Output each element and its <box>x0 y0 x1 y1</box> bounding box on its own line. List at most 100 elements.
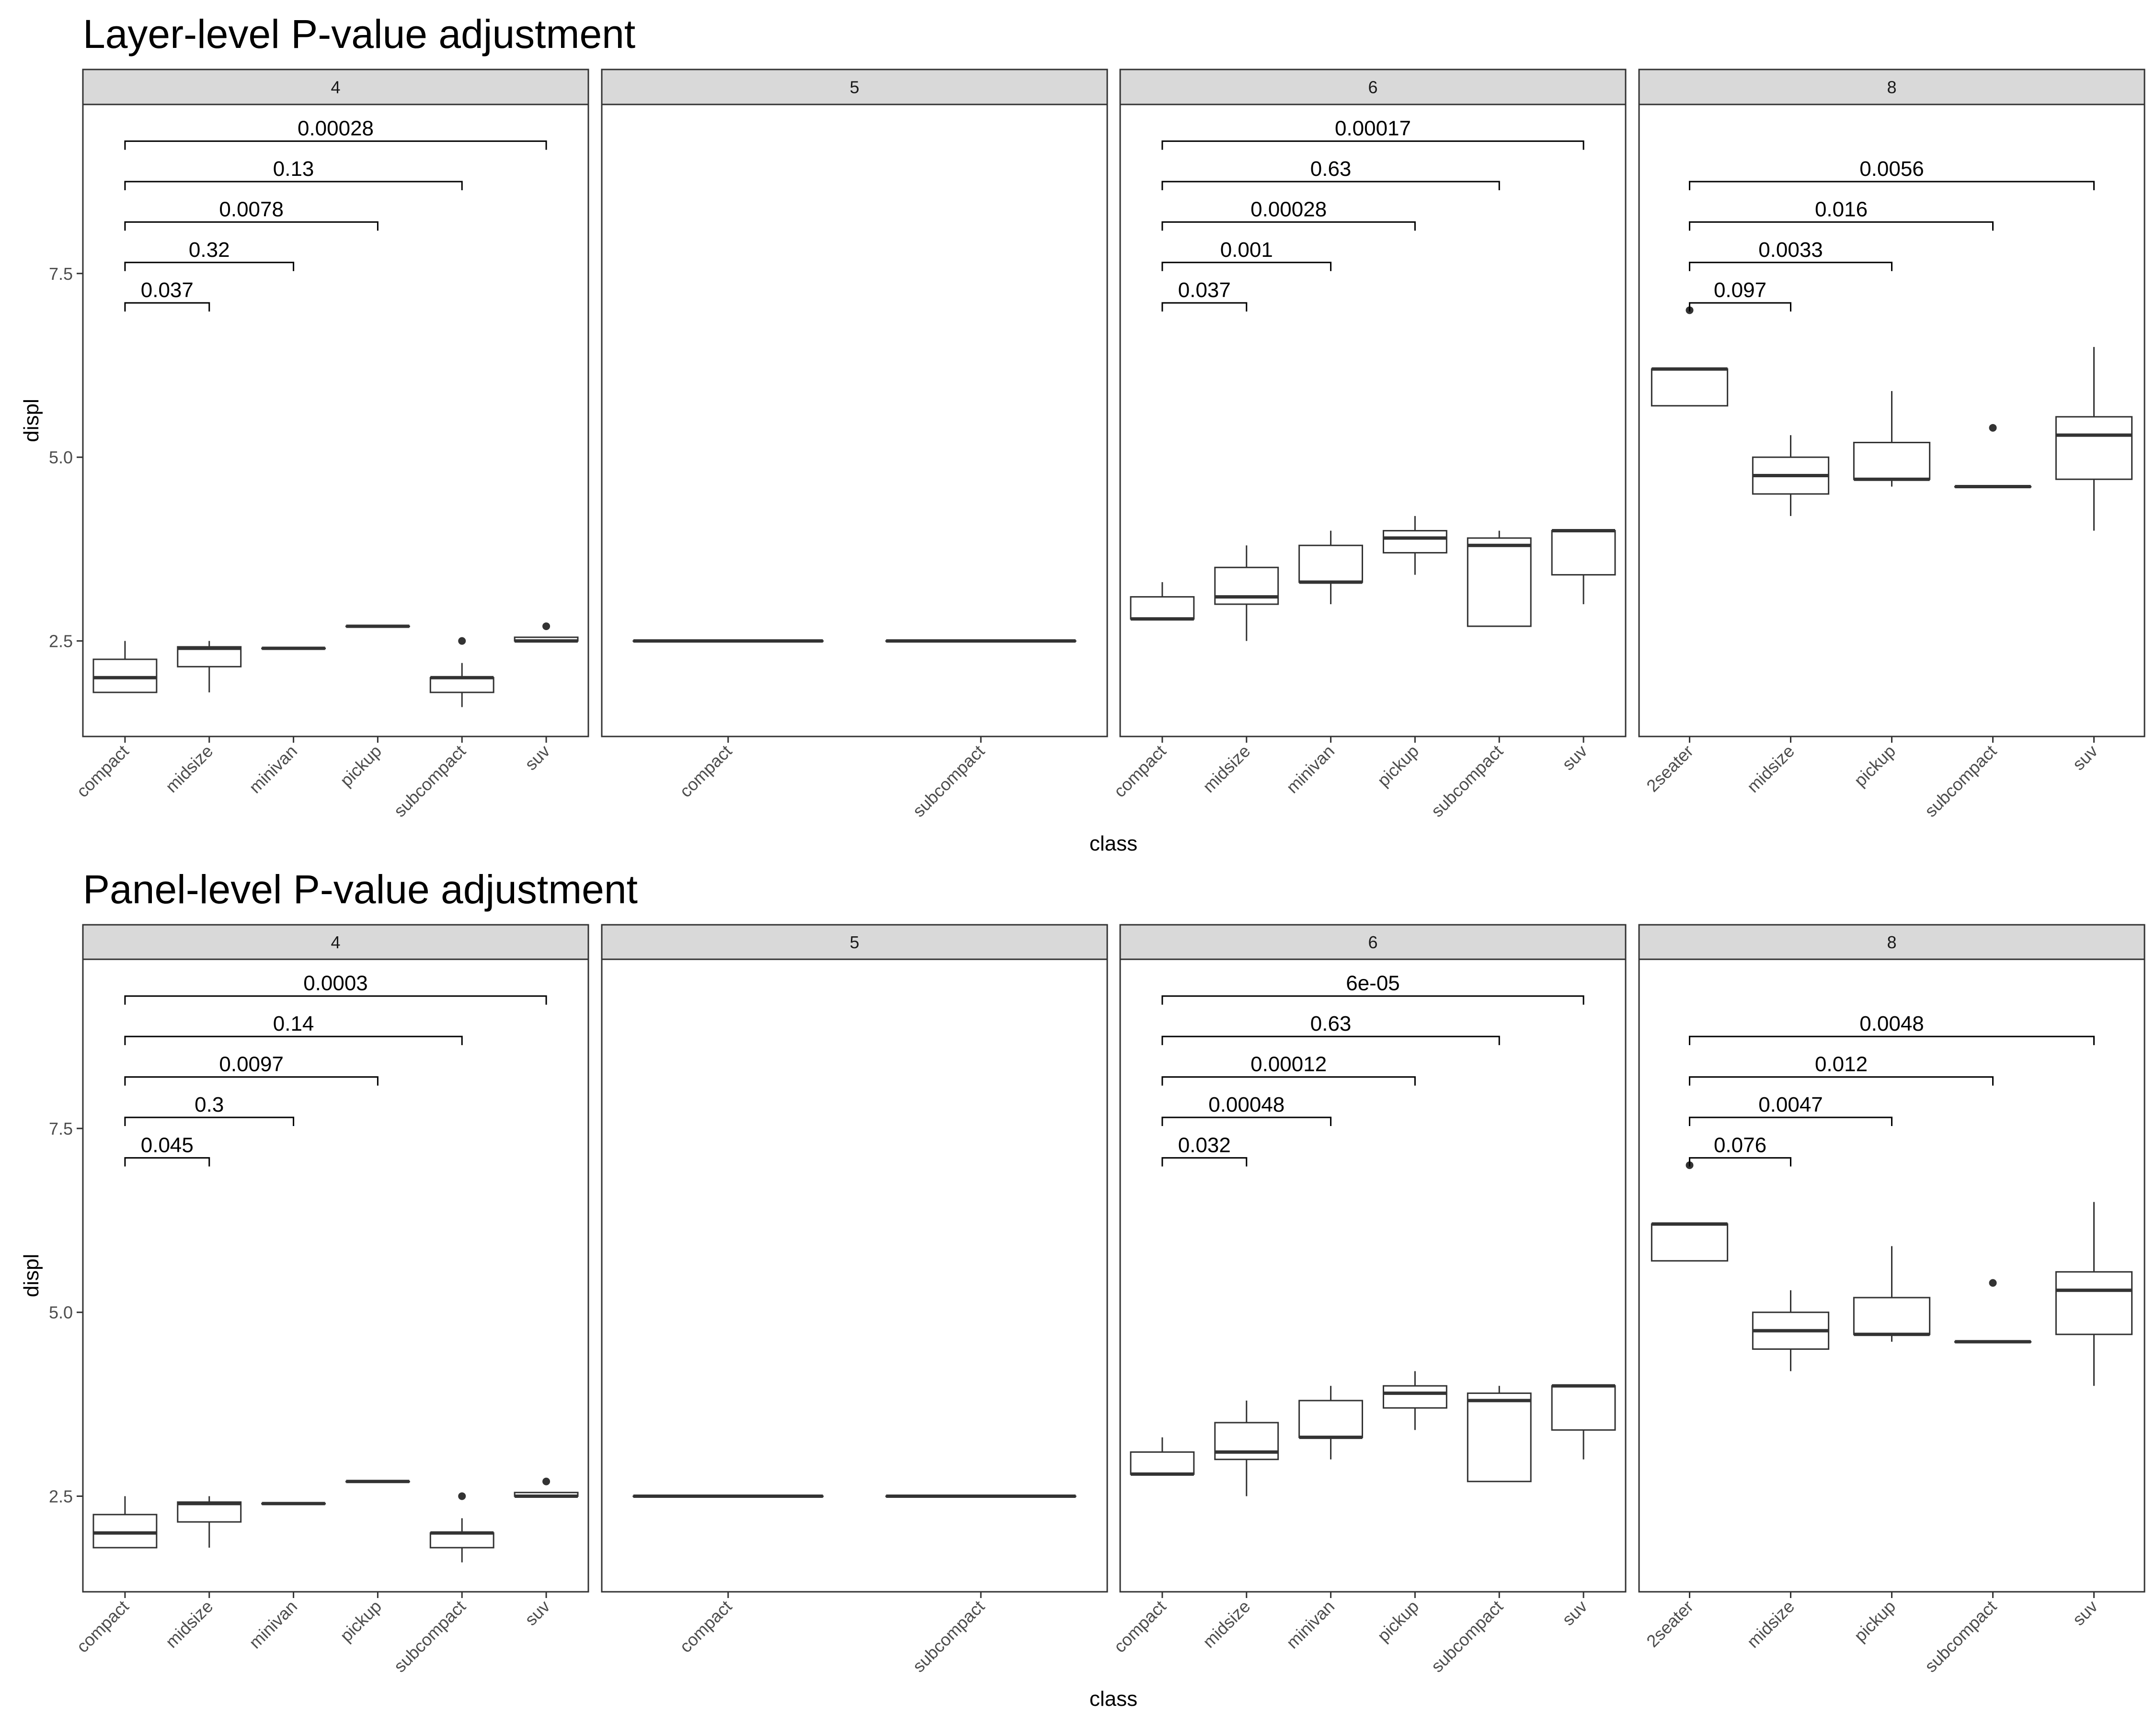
chart-1: Layer-level P-value adjustment displ 2.5 5.… <box>20 12 2145 855</box>
x-tick-label: compact <box>1110 741 1170 801</box>
box-iqr <box>177 1501 242 1523</box>
p-value-label: 0.0056 <box>1859 157 1924 181</box>
box-iqr <box>1551 1385 1616 1431</box>
box-pickup <box>1382 516 1447 575</box>
p-value-label: 0.097 <box>1714 278 1766 302</box>
significance-bracket: 0.0078 <box>124 197 378 231</box>
bracket-line <box>1161 140 1584 150</box>
bracket-line <box>1689 221 1994 231</box>
significance-bracket: 0.0048 <box>1689 1012 2095 1046</box>
x-tick-label: subcompact <box>1921 1597 2000 1676</box>
x-tick-label: midsize <box>161 1597 217 1652</box>
bracket-line <box>1161 995 1584 1005</box>
bracket-line <box>1689 1116 1892 1126</box>
facet-strip <box>1638 924 2145 960</box>
panel-6: 6 0.037 0.001 0.00028 0.63 0.00017 compact mids… <box>1110 69 1627 821</box>
x-tick-label: suv <box>2069 741 2102 774</box>
box-suv <box>1551 529 1616 604</box>
box-2seater <box>1651 306 1729 407</box>
x-tick-label: compact <box>676 1597 735 1656</box>
p-value-label: 0.076 <box>1714 1133 1766 1157</box>
panel-8: 8 0.097 0.0033 0.016 0.0056 2seater midsize pic… <box>1638 69 2145 821</box>
panel-border <box>82 104 589 737</box>
bracket-line <box>1161 1076 1416 1086</box>
x-tick-label: minivan <box>245 741 301 797</box>
box-minivan <box>1298 530 1364 604</box>
x-tick-label: compact <box>72 741 132 801</box>
significance-bracket: 0.037 <box>124 278 210 312</box>
p-value-label: 0.13 <box>273 157 314 181</box>
box-suv <box>2055 1202 2133 1386</box>
box-iqr <box>429 677 494 693</box>
x-tick-label: midsize <box>1199 1597 1254 1652</box>
x-tick-label: suv <box>1558 741 1591 774</box>
chart-2: Panel-level P-value adjustment displ 2.5 5.… <box>20 867 2145 1711</box>
box-midsize <box>177 1496 242 1548</box>
x-axis-label: class <box>1089 1687 1137 1711</box>
y-tick-label: 7.5 <box>49 1119 73 1138</box>
x-tick-label: midsize <box>161 741 217 796</box>
y-tick-label: 5.0 <box>49 448 73 467</box>
facet-strip-label: 8 <box>1887 932 1896 952</box>
significance-bracket: 0.00012 <box>1161 1053 1416 1086</box>
outlier-point <box>458 1492 466 1500</box>
box-midsize <box>1752 1290 1830 1371</box>
box-midsize <box>1214 1400 1279 1496</box>
bracket-line <box>124 1076 378 1086</box>
bracket-line <box>124 1035 463 1046</box>
outlier-point <box>1989 1279 1997 1287</box>
chart-title: Layer-level P-value adjustment <box>83 12 635 57</box>
significance-bracket: 0.0003 <box>124 972 547 1005</box>
p-value-label: 0.0047 <box>1758 1093 1823 1116</box>
x-tick-label: suv <box>1558 1597 1591 1630</box>
bracket-line <box>1689 1157 1791 1167</box>
box-iqr <box>1651 1223 1729 1262</box>
y-axis-label: displ <box>20 1254 43 1298</box>
significance-bracket: 0.0047 <box>1689 1093 1892 1126</box>
box-compact <box>92 641 158 693</box>
panel-8: 8 0.076 0.0047 0.012 0.0048 2seater midsize pic… <box>1638 924 2145 1676</box>
box-subcompact <box>429 637 494 707</box>
significance-bracket: 0.037 <box>1161 278 1248 312</box>
x-tick-label: subcompact <box>909 1597 988 1676</box>
x-tick-label: minivan <box>1283 741 1339 797</box>
x-axis-label: class <box>1089 832 1137 855</box>
box-pickup <box>1382 1371 1447 1430</box>
significance-bracket: 6e-05 <box>1161 972 1584 1005</box>
p-value-label: 6e-05 <box>1346 972 1400 995</box>
box-iqr <box>92 1514 158 1549</box>
bracket-line <box>124 262 295 271</box>
box-iqr <box>92 658 158 693</box>
bracket-line <box>1689 1035 2095 1046</box>
p-value-label: 0.00028 <box>1250 197 1327 221</box>
x-tick-label: subcompact <box>1921 741 2000 821</box>
y-axis-label: displ <box>20 399 43 442</box>
p-value-label: 0.00012 <box>1250 1053 1327 1076</box>
panel-border <box>601 104 1108 737</box>
x-tick-label: pickup <box>1850 1597 1900 1646</box>
box-2seater <box>1651 1161 1729 1262</box>
significance-bracket: 0.0033 <box>1689 238 1892 271</box>
p-value-label: 0.012 <box>1815 1053 1868 1076</box>
bracket-line <box>1689 181 2095 191</box>
bracket-line <box>1689 302 1791 312</box>
bracket-line <box>1161 181 1500 191</box>
panel-border <box>1119 958 1627 1593</box>
x-tick-label: pickup <box>336 1597 385 1646</box>
significance-bracket: 0.3 <box>124 1093 295 1126</box>
y-tick-label: 2.5 <box>49 632 73 651</box>
x-tick-label: midsize <box>1199 741 1254 796</box>
significance-bracket: 0.097 <box>1689 278 1791 312</box>
x-tick-label: midsize <box>1743 741 1798 796</box>
bracket-line <box>1689 1076 1994 1086</box>
box-midsize <box>177 641 242 692</box>
p-value-label: 0.0097 <box>219 1053 284 1076</box>
x-tick-label: midsize <box>1743 1597 1798 1652</box>
p-value-label: 0.14 <box>273 1012 314 1035</box>
x-tick-label: suv <box>521 1597 554 1630</box>
x-tick-label: pickup <box>1850 741 1900 791</box>
facet-strip <box>82 69 589 105</box>
significance-bracket: 0.045 <box>124 1133 210 1167</box>
box-iqr <box>177 646 242 667</box>
